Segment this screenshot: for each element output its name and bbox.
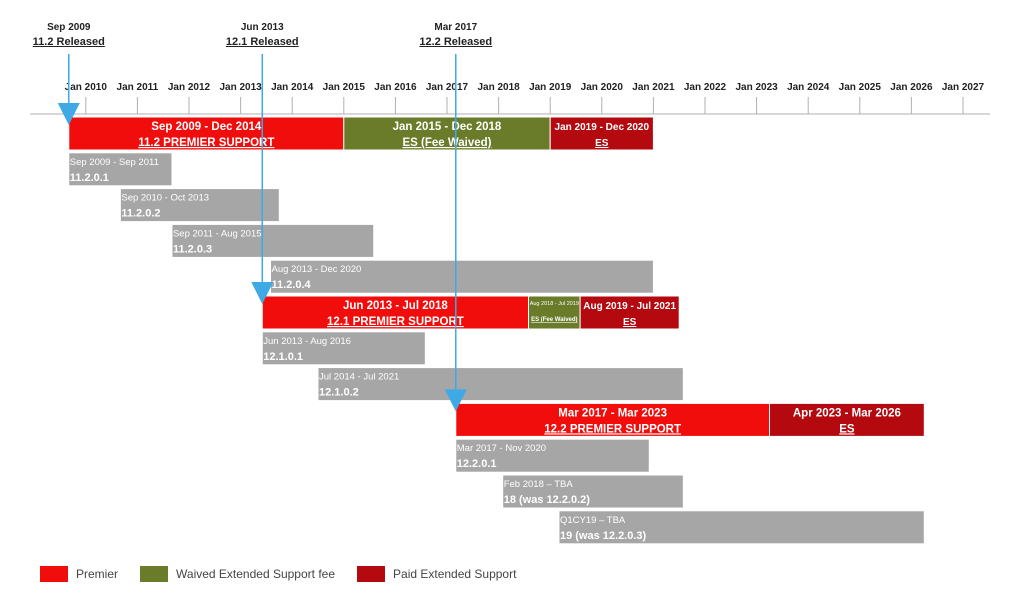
bar-name-label: ES (Fee Waived) <box>531 317 577 323</box>
bar-patch <box>261 331 426 366</box>
timeline-chart: Jan 2010 Jan 2011 Jan 2012 Jan 2013 Jan 2014… <box>30 54 990 545</box>
bar-name-label: 11.2.0.3 <box>173 243 212 255</box>
x-tick-label: Jan 2015 <box>323 82 366 93</box>
bar-name-label: 12.2.0.1 <box>457 458 497 470</box>
x-tick-label: Jan 2021 <box>632 82 675 93</box>
x-tick-label: Jan 2027 <box>942 82 985 93</box>
bar-name-label: 18 (was 12.2.0.2) <box>504 494 591 506</box>
bar-paid <box>549 116 654 151</box>
legend: Premier Waived Extended Support fee Paid… <box>40 566 538 582</box>
bar-range-label: Aug 2019 - Jul 2021 <box>583 301 676 312</box>
bar-name-label: 11.2.0.4 <box>272 279 312 291</box>
bar-name-label: 11.2 PREMIER SUPPORT <box>138 137 274 149</box>
bar-waived <box>528 295 581 330</box>
bar-range-label: Sep 2010 - Oct 2013 <box>121 193 209 204</box>
bar-name-label: 12.2 PREMIER SUPPORT <box>544 423 681 435</box>
release-label: Sep 2009 11.2 Released <box>9 22 129 48</box>
release-label: Jun 2013 12.1 Released <box>202 22 322 48</box>
x-tick-label: Jan 2017 <box>426 82 469 93</box>
legend-swatch-paid <box>357 566 386 582</box>
bar-patch <box>171 223 375 258</box>
x-tick-label: Jan 2013 <box>219 82 262 93</box>
bar-name-label: 12.1 PREMIER SUPPORT <box>327 316 464 328</box>
legend-label-premier: Premier <box>76 567 119 581</box>
bar-patch <box>270 259 654 294</box>
bar-range-label: Feb 2018 – TBA <box>504 479 574 490</box>
bar-patch <box>119 188 280 223</box>
x-tick-label: Jan 2016 <box>374 82 417 93</box>
x-tick-label: Jan 2020 <box>581 82 624 93</box>
bar-paid <box>769 402 925 437</box>
x-tick-label: Jan 2019 <box>529 82 572 93</box>
bar-premier <box>68 116 345 151</box>
legend-swatch-premier <box>40 566 68 582</box>
legend-item-waived: Waived Extended Support fee <box>140 566 335 582</box>
release-title: 12.1 Released <box>225 36 299 48</box>
legend-item-paid: Paid Extended Support <box>357 566 516 582</box>
x-tick-label: Jan 2024 <box>787 82 830 93</box>
release-label: Mar 2017 12.2 Released <box>396 22 516 48</box>
bar-name-label: ES (Fee Waived) <box>402 137 491 149</box>
x-tick-label: Jan 2025 <box>839 82 882 93</box>
bar-patch <box>317 367 684 402</box>
release-title: 12.2 Released <box>419 36 493 48</box>
bar-name-label: 12.1.0.1 <box>263 351 303 363</box>
legend-item-premier: Premier <box>40 566 118 582</box>
bar-range-label: Mar 2017 - Mar 2023 <box>558 407 667 419</box>
bar-range-label: Jan 2019 - Dec 2020 <box>555 122 650 133</box>
release-date: Jun 2013 <box>240 22 284 33</box>
legend-label-waived: Waived Extended Support fee <box>176 567 336 581</box>
bar-range-label: Jun 2013 - Aug 2016 <box>263 336 351 347</box>
bar-patch <box>455 438 650 473</box>
x-tick-label: Jan 2022 <box>684 82 727 93</box>
release-date: Mar 2017 <box>434 22 478 33</box>
x-tick-label: Jan 2026 <box>890 82 933 93</box>
bar-range-label: Sep 2011 - Aug 2015 <box>173 228 262 239</box>
x-tick-label: Jan 2023 <box>735 82 778 93</box>
bar-range-label: Jan 2015 - Dec 2018 <box>393 121 502 133</box>
bar-paid <box>579 295 680 330</box>
bar-name-label: 11.2.0.1 <box>70 172 109 184</box>
x-tick-label: Jan 2011 <box>117 82 159 93</box>
bar-name-label: 12.1.0.2 <box>319 387 359 399</box>
release-date: Sep 2009 <box>47 22 91 33</box>
bar-name-label: ES <box>623 317 637 328</box>
bar-premier <box>261 295 530 330</box>
bar-range-label: Sep 2009 - Sep 2011 <box>70 157 159 168</box>
bar-patch <box>68 152 173 187</box>
bar-range-label: Q1CY19 – TBA <box>560 515 626 526</box>
bar-range-label: Aug 2013 - Dec 2020 <box>272 264 362 275</box>
bar-patch <box>502 474 684 509</box>
legend-swatch-waived <box>140 566 169 582</box>
bar-name-label: 19 (was 12.2.0.3) <box>560 530 647 542</box>
bar-range-label: Sep 2009 - Dec 2014 <box>151 121 262 133</box>
release-marker-arrow <box>57 103 80 125</box>
x-tick-label: Jan 2014 <box>271 82 314 93</box>
bar-range-label: Aug 2018 - Jul 2019 <box>530 301 579 307</box>
bar-name-label: ES <box>595 138 609 149</box>
bar-patch <box>558 510 925 545</box>
release-marker-arrow <box>444 389 467 412</box>
bar-name-label: 11.2.0.2 <box>121 208 160 220</box>
x-tick-label: Jan 2012 <box>168 82 211 93</box>
bar-waived <box>343 116 551 151</box>
legend-label-paid: Paid Extended Support <box>393 567 517 581</box>
release-title: 11.2 Released <box>32 36 105 48</box>
bar-range-label: Jul 2014 - Jul 2021 <box>319 372 399 383</box>
bar-range-label: Mar 2017 - Nov 2020 <box>457 443 546 454</box>
bar-range-label: Apr 2023 - Mar 2026 <box>793 407 901 419</box>
x-tick-label: Jan 2010 <box>65 82 108 93</box>
bar-range-label: Jun 2013 - Jul 2018 <box>343 300 448 312</box>
bar-name-label: ES <box>839 423 855 435</box>
release-marker-arrow <box>251 282 274 304</box>
x-tick-label: Jan 2018 <box>477 82 520 93</box>
